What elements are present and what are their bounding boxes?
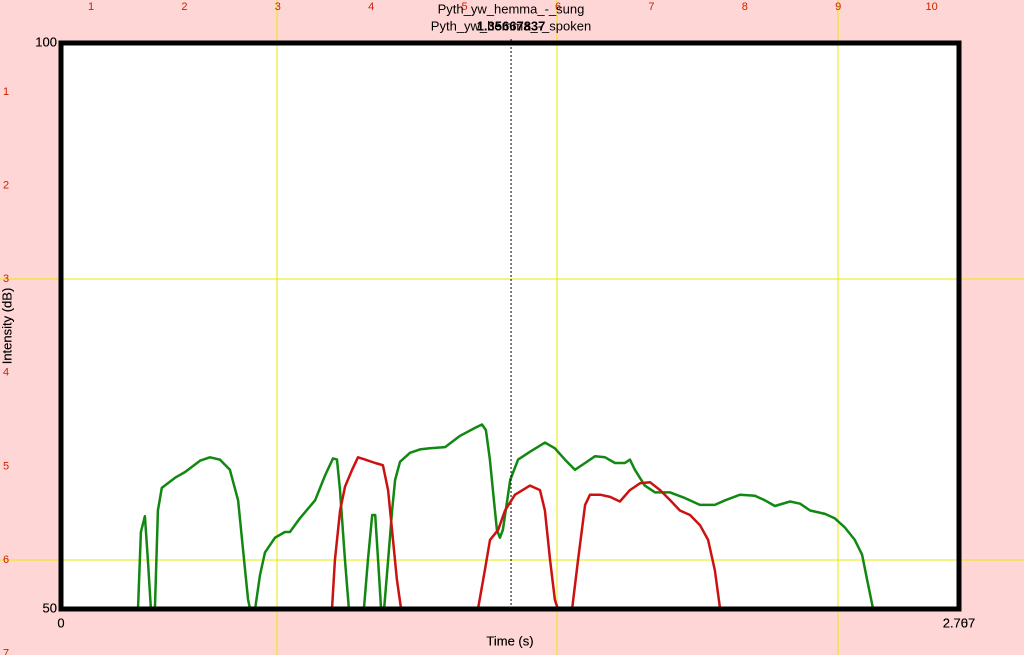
ruler-label: 6 bbox=[555, 1, 561, 13]
x-axis-label: Time (s) bbox=[486, 633, 533, 648]
ruler-label: 7 bbox=[648, 1, 654, 13]
y-tick-label: 50 bbox=[43, 600, 57, 615]
ruler-label: 9 bbox=[835, 1, 841, 13]
ruler-label: 5 bbox=[3, 460, 9, 472]
ruler-label: 5 bbox=[462, 1, 468, 13]
ruler-label: 2 bbox=[3, 180, 9, 192]
intensity-line bbox=[136, 423, 875, 610]
ruler-label: 4 bbox=[3, 367, 9, 379]
y-tick-label: 50 bbox=[43, 600, 57, 615]
ruler-label: 6 bbox=[3, 554, 9, 566]
x-tick-label: 0 bbox=[57, 615, 64, 630]
y-tick-label: 100 bbox=[35, 34, 57, 49]
x-tick-label: 2.707 bbox=[943, 615, 976, 630]
x-tick-label: 0 bbox=[57, 615, 64, 630]
ruler-label: 8 bbox=[742, 1, 748, 13]
ruler-label: 7 bbox=[3, 648, 9, 655]
cursor-time: 1.35667837 bbox=[477, 18, 546, 33]
ruler-label: 3 bbox=[275, 1, 281, 13]
ruler-label: 1 bbox=[3, 86, 9, 98]
y-tick-label: 100 bbox=[35, 34, 57, 49]
y-axis-label: Intensity (dB) bbox=[0, 288, 14, 365]
ruler-label: 4 bbox=[368, 1, 374, 13]
ruler-label: 3 bbox=[3, 273, 9, 285]
chart-title: Pyth_yw_hemma_-_sung bbox=[438, 1, 585, 16]
plot-frame bbox=[58, 40, 962, 612]
x-tick-label: 2.767 bbox=[943, 615, 976, 630]
plot-area bbox=[61, 43, 959, 609]
x-axis-label: Time (s) bbox=[486, 633, 533, 648]
ruler-label: 1 bbox=[88, 1, 94, 13]
ruler-label: 2 bbox=[181, 1, 187, 13]
intensity-line bbox=[330, 456, 722, 610]
chart-title: Pyth_yw_hemma_-_spoken bbox=[431, 18, 591, 33]
ruler-label: 10 bbox=[925, 1, 937, 13]
y-axis-label: Intensity (dB) bbox=[0, 288, 14, 365]
